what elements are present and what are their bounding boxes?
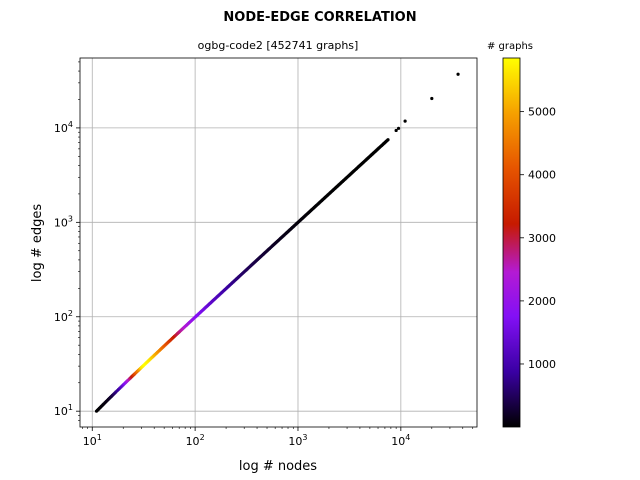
chart-title: ogbg-code2 [452741 graphs] bbox=[198, 39, 359, 52]
colorbar-tick-label: 3000 bbox=[528, 232, 556, 245]
y-axis-label: log # edges bbox=[30, 204, 45, 282]
x-tick-label: 104 bbox=[391, 433, 410, 448]
x-tick-label: 103 bbox=[288, 433, 307, 448]
x-tick-label: 102 bbox=[186, 433, 205, 448]
y-tick-label: 104 bbox=[54, 120, 73, 135]
y-axis: 101 102 103 104 bbox=[54, 61, 80, 421]
colorbar-label: # graphs bbox=[487, 41, 533, 52]
data-point bbox=[403, 119, 407, 123]
y-tick-label: 101 bbox=[54, 403, 73, 418]
colorbar bbox=[502, 57, 521, 428]
colorbar-tick-label: 5000 bbox=[528, 106, 556, 119]
data-point bbox=[386, 138, 390, 142]
colorbar-tick-label: 2000 bbox=[528, 295, 556, 308]
data-point bbox=[394, 128, 398, 133]
plot-area-frame bbox=[79, 57, 478, 428]
data-point bbox=[396, 126, 401, 130]
colorbar-tick-label: 1000 bbox=[528, 358, 556, 371]
y-tick-label: 102 bbox=[54, 309, 73, 324]
x-axis: 101 102 103 104 bbox=[81, 427, 474, 448]
x-tick-label: 101 bbox=[83, 433, 102, 448]
colorbar-tick-label: 4000 bbox=[528, 169, 556, 182]
data-point bbox=[430, 96, 434, 101]
data-point bbox=[456, 72, 460, 76]
x-axis-label: log # nodes bbox=[239, 459, 317, 474]
figure-suptitle: NODE-EDGE CORRELATION bbox=[223, 10, 416, 25]
grid-lines bbox=[80, 58, 477, 427]
data-points bbox=[94, 72, 460, 413]
colorbar-ticks: 1000 2000 3000 4000 5000 bbox=[520, 106, 556, 371]
y-tick-label: 103 bbox=[54, 214, 73, 229]
